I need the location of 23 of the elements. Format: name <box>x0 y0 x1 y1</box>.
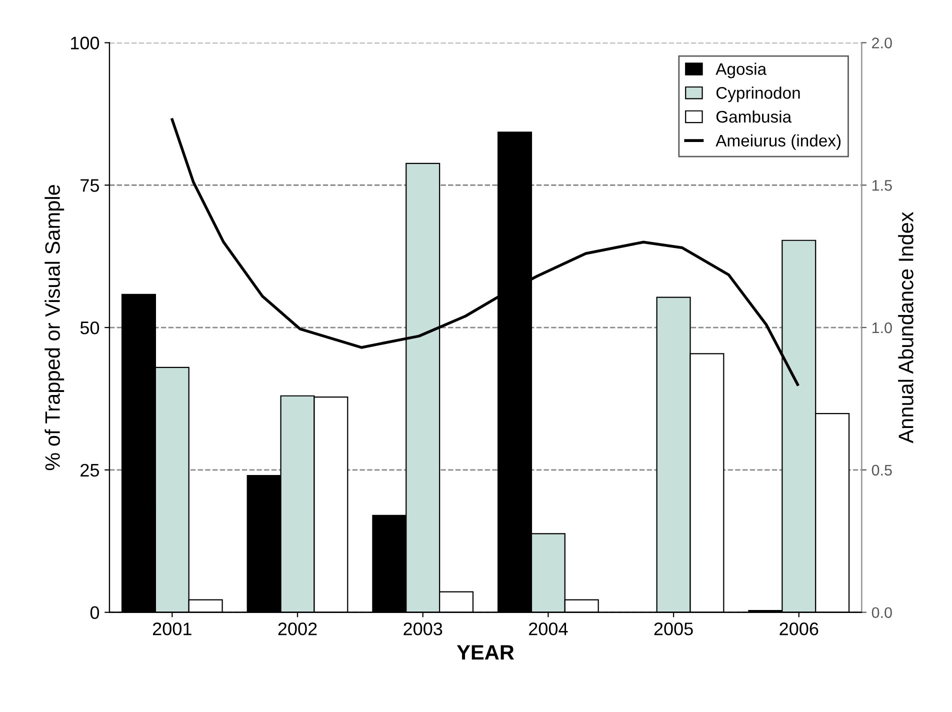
legend-label: Cyprinodon <box>716 86 800 102</box>
y-tick-label: 50 <box>80 321 100 334</box>
x-tick-label: 2001 <box>152 622 192 636</box>
x-tick-label: 2004 <box>529 622 568 636</box>
legend-label: Agosia <box>716 62 767 78</box>
legend-label: Ameiurus (index) <box>716 134 841 150</box>
legend-label: Gambusia <box>716 110 792 123</box>
y-axis-title: % of Trapped or Visual Sample <box>44 185 64 470</box>
y-tick-label: 75 <box>80 179 100 192</box>
y2-tick-label: 0.0 <box>872 607 892 618</box>
y2-tick-label: 1.0 <box>872 322 892 334</box>
y-tick-label: 0 <box>90 606 100 620</box>
y2-axis-title: Annual Abundance Index <box>898 212 914 444</box>
y-tick-label: 100 <box>71 36 100 50</box>
x-tick-label: 2005 <box>654 622 693 636</box>
x-tick-label: 2006 <box>780 622 818 636</box>
x-tick-label: 2002 <box>278 622 317 636</box>
x-tick-label: 2003 <box>404 622 442 636</box>
x-axis-title: YEAR <box>456 645 514 660</box>
y2-tick-label: 2.0 <box>872 38 892 48</box>
y2-tick-label: 1.5 <box>872 180 892 191</box>
y2-tick-label: 0.5 <box>872 464 892 476</box>
y-tick-label: 25 <box>80 464 100 477</box>
